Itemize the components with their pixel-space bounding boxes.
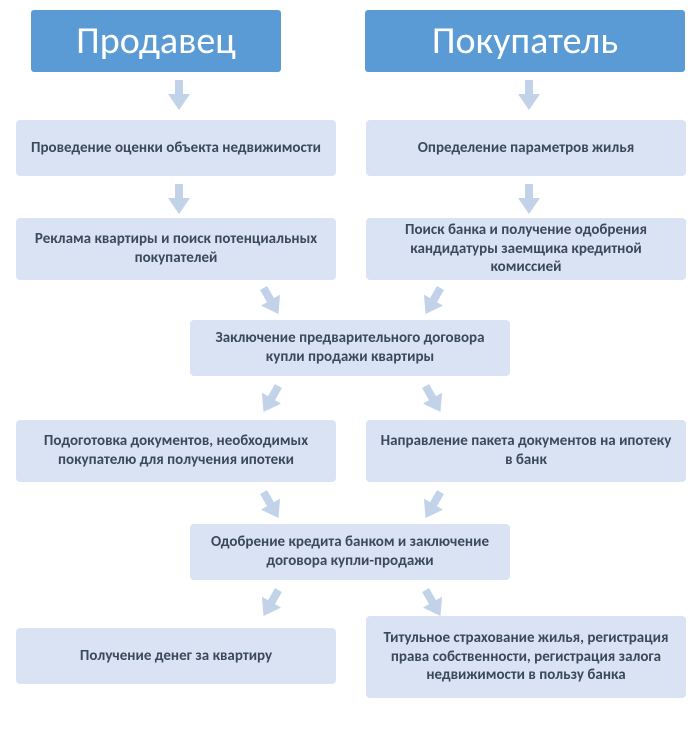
node-b3: Направление пакета документов на ипотеку… xyxy=(366,420,686,482)
arrow-down-icon xyxy=(416,283,450,320)
node-s3: Подоготовка документов, необходимых поку… xyxy=(16,420,336,482)
arrow-down-icon xyxy=(518,80,540,110)
arrow-down-icon xyxy=(416,487,450,524)
node-b4: Титульное страхование жилья, регистрация… xyxy=(366,616,686,698)
header-seller: Продавец xyxy=(31,10,281,72)
arrow-down-icon xyxy=(416,381,450,418)
node-m2: Одобрение кредита банком и заключение до… xyxy=(190,524,510,580)
header-buyer: Покупатель xyxy=(365,10,685,72)
arrow-down-icon xyxy=(518,184,540,214)
arrow-down-icon xyxy=(254,283,288,320)
node-s4: Получение денег за квартиру xyxy=(16,628,336,684)
arrow-down-icon xyxy=(168,80,190,110)
arrow-down-icon xyxy=(254,487,288,524)
arrow-down-icon xyxy=(254,381,288,418)
arrow-down-icon xyxy=(168,184,190,214)
node-b2: Поиск банка и получение одобрения кандид… xyxy=(366,218,686,280)
node-b1: Определение параметров жилья xyxy=(366,120,686,176)
node-s2: Реклама квартиры и поиск потенциальных п… xyxy=(16,218,336,280)
node-m1: Заключение предварительного договора куп… xyxy=(190,320,510,376)
arrow-down-icon xyxy=(254,585,288,622)
node-s1: Проведение оценки объекта недвижимости xyxy=(16,120,336,176)
